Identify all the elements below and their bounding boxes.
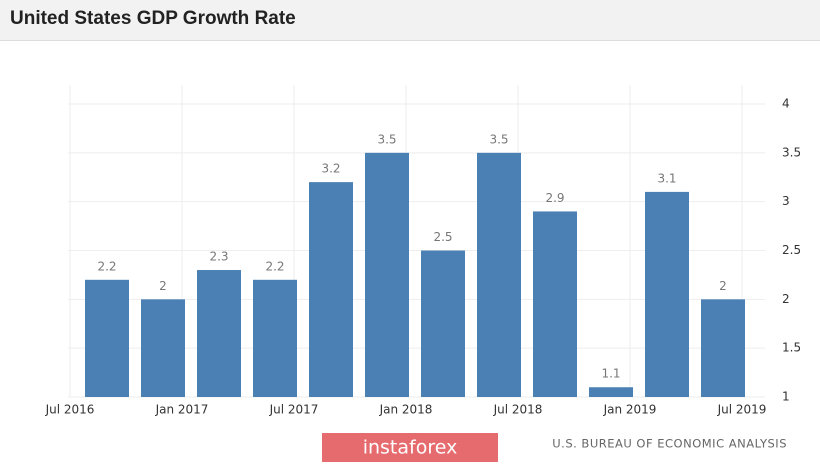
x-tick-label: Jan 2018 bbox=[379, 403, 433, 417]
value-label: 1.1 bbox=[601, 367, 620, 381]
bar bbox=[141, 299, 185, 397]
y-tick-label: 2 bbox=[782, 292, 790, 306]
x-tick-label: Jul 2017 bbox=[269, 403, 319, 417]
value-label: 2 bbox=[159, 279, 167, 293]
value-label: 3.5 bbox=[489, 132, 508, 146]
y-tick-label: 3 bbox=[782, 194, 790, 208]
header-band bbox=[0, 0, 820, 40]
x-tick-label: Jul 2018 bbox=[493, 403, 543, 417]
y-tick-label: 1 bbox=[782, 390, 790, 404]
bar bbox=[645, 191, 689, 397]
value-label: 2.3 bbox=[209, 250, 228, 264]
bar bbox=[477, 152, 521, 397]
bar bbox=[309, 182, 353, 397]
x-tick-label: Jan 2019 bbox=[603, 403, 657, 417]
source: U.S. BUREAU OF ECONOMIC ANALYSIS bbox=[552, 437, 787, 451]
value-label: 3.2 bbox=[321, 162, 340, 176]
bar bbox=[589, 387, 633, 397]
value-label: 2 bbox=[719, 279, 727, 293]
bar bbox=[197, 270, 241, 397]
value-label: 2.5 bbox=[433, 230, 452, 244]
x-tick-label: Jan 2017 bbox=[155, 403, 209, 417]
value-label: 3.1 bbox=[657, 171, 676, 185]
x-tick-label: Jul 2016 bbox=[45, 403, 95, 417]
y-tick-label: 4 bbox=[782, 97, 790, 111]
y-tick-label: 2.5 bbox=[782, 243, 801, 257]
chart-title: United States GDP Growth Rate bbox=[10, 8, 296, 29]
value-label: 2.2 bbox=[265, 259, 284, 273]
bar bbox=[85, 279, 129, 397]
bar bbox=[365, 152, 409, 397]
value-label: 2.9 bbox=[545, 191, 564, 205]
bar bbox=[253, 279, 297, 397]
watermark: instaforex bbox=[363, 437, 458, 459]
y-tick-label: 3.5 bbox=[782, 145, 801, 159]
value-label: 3.5 bbox=[377, 132, 396, 146]
watermark-box bbox=[322, 433, 498, 462]
bar bbox=[533, 211, 577, 397]
y-tick-label: 1.5 bbox=[782, 341, 801, 355]
x-tick-label: Jul 2019 bbox=[717, 403, 767, 417]
bar bbox=[701, 299, 745, 397]
value-label: 2.2 bbox=[97, 259, 116, 273]
bar bbox=[421, 250, 465, 397]
